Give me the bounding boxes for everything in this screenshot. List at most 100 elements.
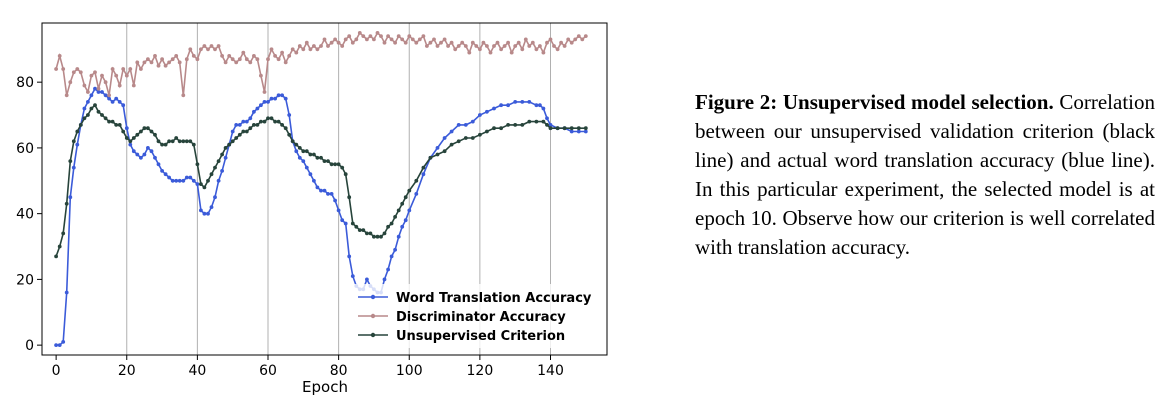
data-point [442, 149, 447, 154]
data-point [538, 44, 542, 48]
data-point [57, 54, 62, 58]
data-point [499, 126, 503, 131]
data-point [361, 228, 366, 233]
data-point [216, 159, 221, 164]
data-point [213, 195, 217, 200]
data-point [100, 113, 104, 117]
data-point [206, 211, 210, 216]
data-point [478, 47, 482, 52]
data-point [202, 211, 207, 216]
data-point [114, 73, 119, 78]
data-point [177, 178, 182, 183]
data-point [435, 152, 440, 157]
data-point [456, 139, 461, 144]
data-point [110, 67, 115, 71]
data-point [241, 129, 246, 134]
x-tick-label: 100 [396, 363, 423, 379]
data-point [191, 54, 196, 58]
data-point [82, 83, 87, 88]
data-point [188, 139, 193, 144]
data-point [538, 103, 542, 108]
data-point [146, 126, 150, 131]
data-point [569, 129, 574, 134]
data-point [121, 129, 126, 134]
data-point [375, 234, 380, 239]
data-point [188, 47, 193, 52]
data-point [414, 178, 419, 183]
data-point [262, 100, 267, 104]
data-point [569, 40, 574, 45]
data-point [421, 172, 426, 177]
data-point [474, 44, 479, 48]
data-point [128, 139, 133, 144]
data-point [206, 47, 210, 52]
data-point [283, 126, 288, 131]
data-point [555, 126, 560, 131]
data-point [343, 221, 348, 226]
data-point [82, 106, 87, 111]
data-point [244, 119, 249, 124]
data-point [191, 142, 196, 147]
data-point [244, 129, 249, 134]
data-point [340, 218, 345, 223]
data-point [506, 40, 510, 45]
data-point [252, 123, 256, 127]
data-point [527, 44, 532, 48]
data-point [417, 37, 422, 42]
x-tick-label: 120 [467, 363, 494, 379]
legend-label: Word Translation Accuracy [396, 291, 592, 306]
data-point [312, 178, 316, 183]
data-point [336, 40, 341, 45]
data-point [326, 44, 330, 48]
data-point [283, 60, 288, 65]
data-point [220, 169, 225, 173]
data-point [54, 67, 58, 71]
data-point [506, 103, 510, 108]
data-point [308, 172, 313, 177]
data-point [234, 136, 239, 140]
data-point [446, 44, 450, 48]
data-point [54, 254, 58, 259]
data-point [379, 234, 383, 239]
series-lines [54, 31, 588, 347]
data-point [269, 116, 274, 121]
legend-marker [370, 313, 376, 319]
data-point [170, 139, 175, 144]
data-point [333, 162, 337, 167]
data-point [206, 178, 210, 183]
data-point [304, 149, 309, 154]
data-point [407, 34, 412, 38]
data-point [269, 96, 274, 101]
data-point [266, 100, 270, 104]
data-point [237, 57, 242, 62]
data-point [255, 123, 260, 127]
legend-box [352, 284, 602, 348]
data-point [255, 57, 260, 62]
data-point [343, 37, 348, 42]
data-point [181, 178, 186, 183]
data-point [315, 185, 320, 190]
data-point [184, 139, 189, 144]
data-point [407, 188, 412, 193]
data-point [100, 90, 104, 94]
data-point [460, 40, 465, 45]
data-point [184, 175, 189, 180]
data-point [107, 96, 111, 101]
data-point [485, 109, 489, 114]
data-point [146, 57, 150, 62]
data-point [156, 162, 161, 167]
data-point [449, 40, 454, 45]
data-point [68, 80, 73, 85]
data-point [414, 40, 419, 45]
data-point [439, 40, 443, 45]
data-point [255, 106, 260, 111]
data-point [322, 159, 327, 164]
data-point [163, 142, 168, 147]
data-point [149, 60, 154, 65]
data-point [160, 169, 165, 173]
y-tick-label: 60 [16, 141, 34, 157]
data-point [294, 142, 299, 147]
data-point [488, 50, 493, 55]
data-point [202, 44, 207, 48]
data-point [435, 146, 440, 150]
